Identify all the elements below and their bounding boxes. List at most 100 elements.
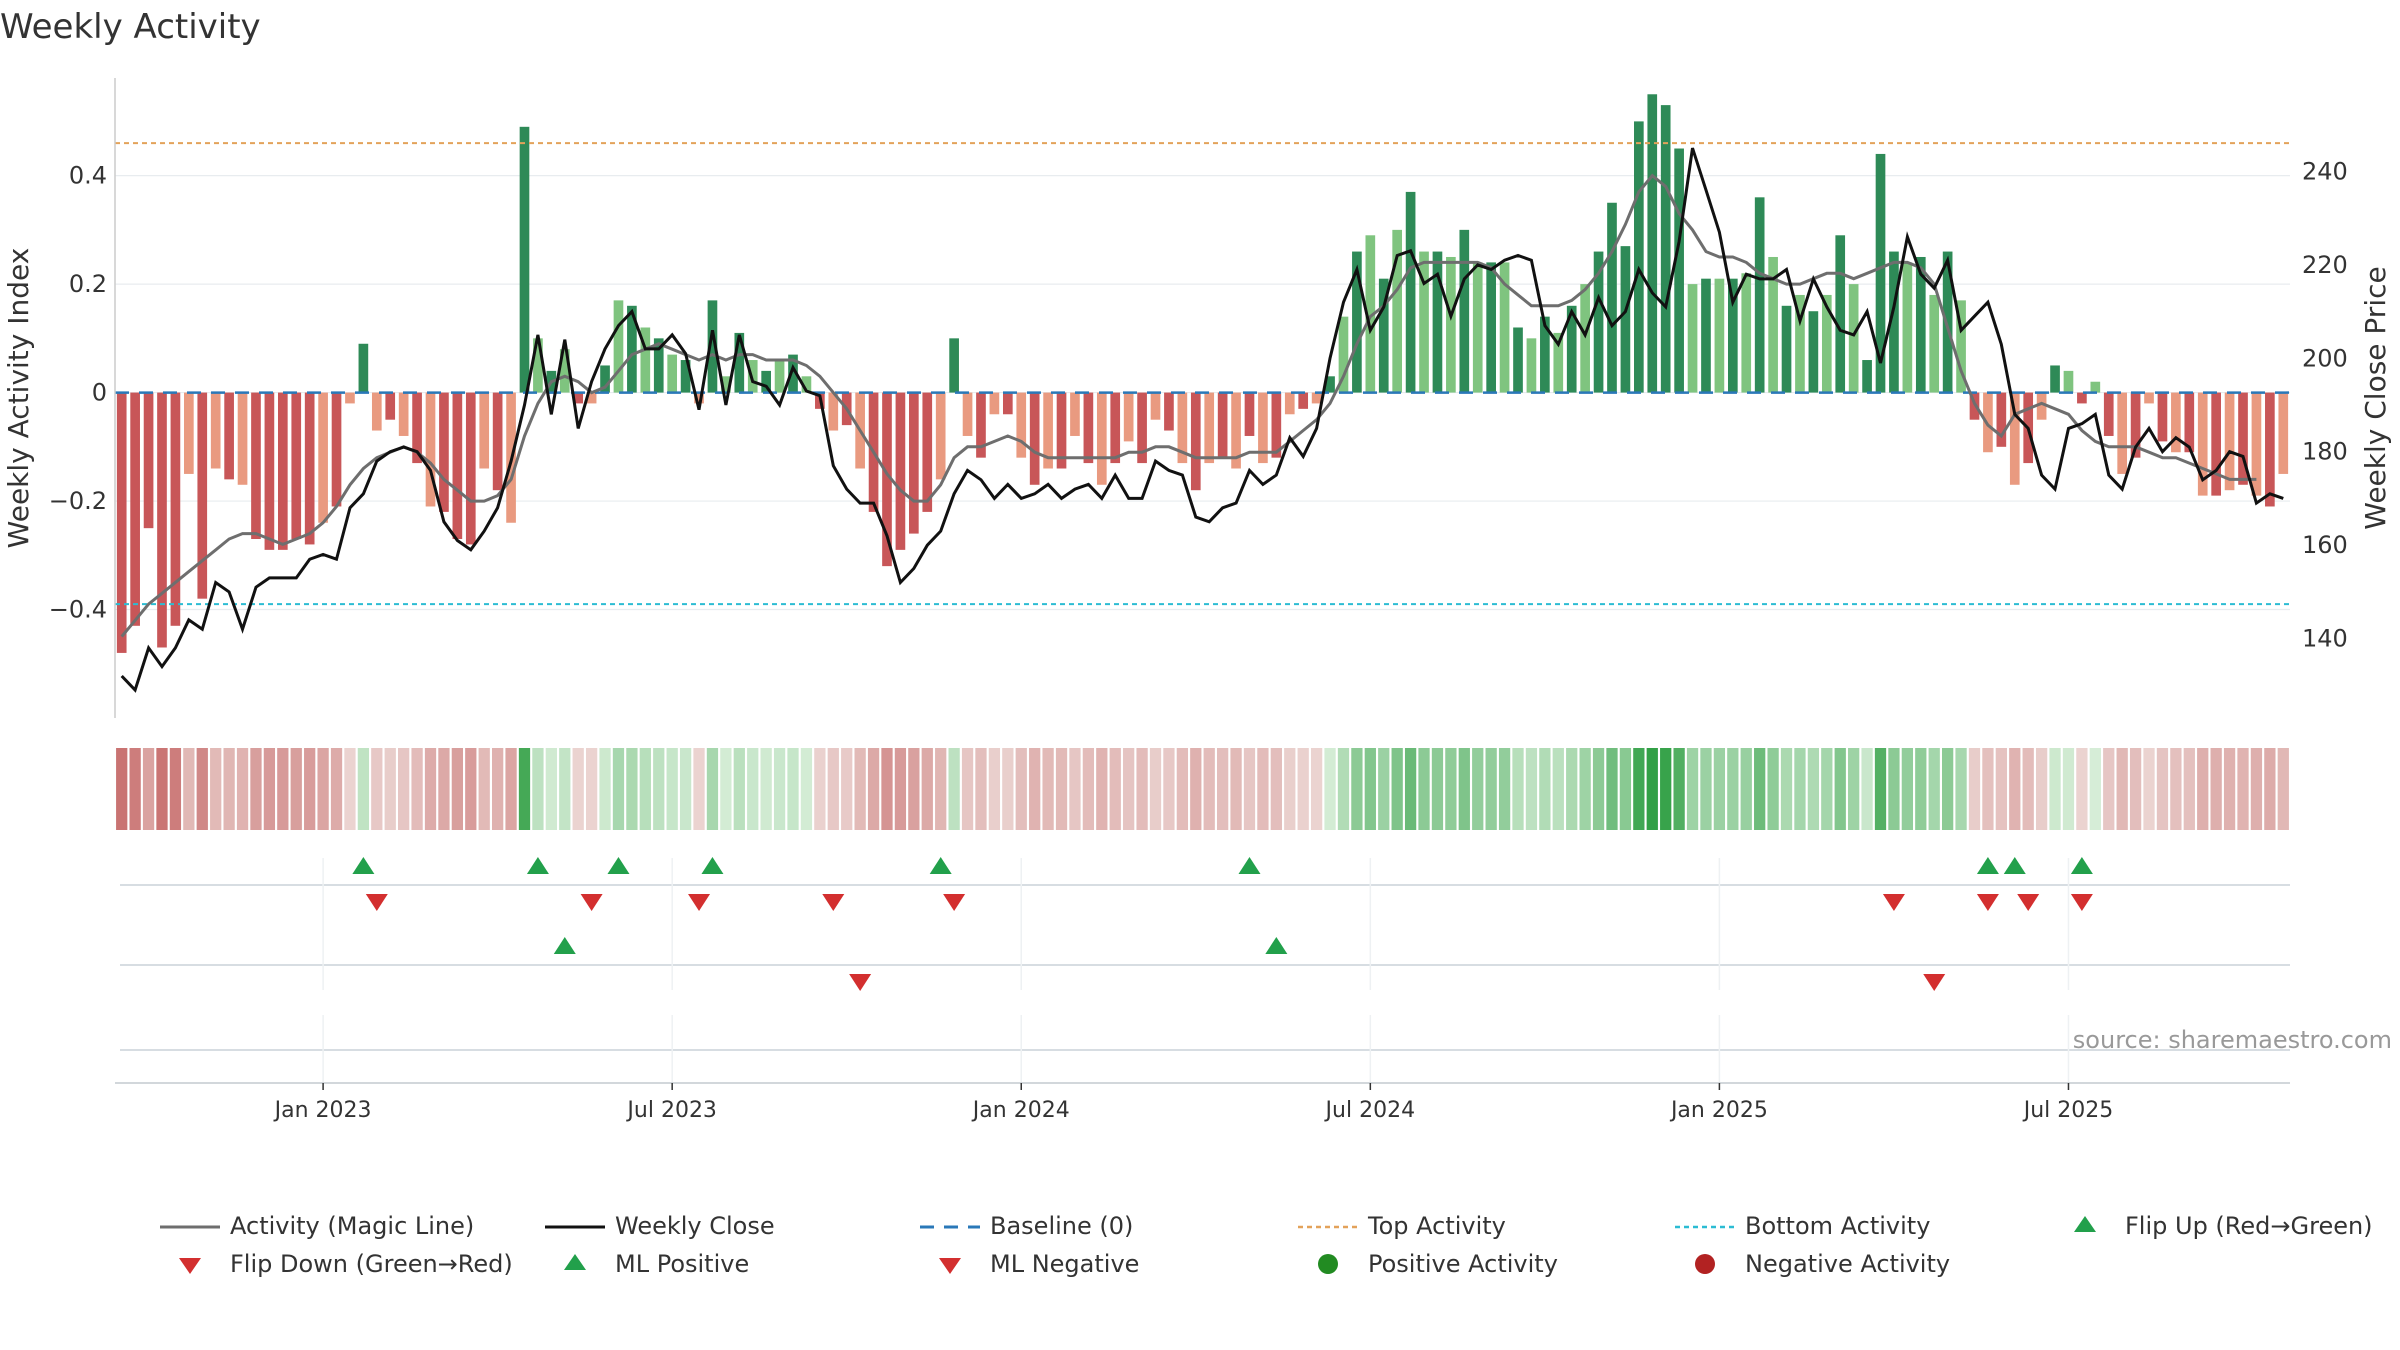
x-tick-label: Jan 2023 [273,1098,372,1123]
heat-cell [2129,748,2142,830]
activity-bar [707,300,718,393]
activity-bar [1727,278,1738,393]
heat-cell [1982,748,1994,830]
heat-cell [2143,748,2155,830]
activity-bar [600,365,610,393]
heat-cell [223,748,235,830]
heat-cell [438,748,450,830]
heat-cell [263,748,276,830]
activity-bar [170,392,181,626]
activity-bar [116,392,127,653]
heat-cell [1767,748,1779,830]
activity-bar [640,327,651,393]
x-tick-label: Jul 2025 [2022,1098,2114,1123]
heat-cell [129,748,141,830]
activity-bar [1915,256,1926,393]
heat-cell [1055,748,1068,830]
activity-bar [1392,229,1403,393]
activity-bar [1204,392,1215,464]
heat-cell [1928,748,1940,830]
flip-up-marker [607,857,630,874]
activity-bar [1889,251,1899,393]
heat-cell [1176,748,1188,830]
heat-cell [935,748,947,830]
activity-bar [935,392,946,480]
activity-bar [1110,392,1121,464]
heat-cell [666,748,678,830]
heat-cell [196,748,208,830]
activity-bar [1258,392,1268,464]
activity-bar [1164,392,1174,431]
activity-bar [761,370,771,393]
heat-cell [720,748,732,830]
activity-bar [1419,251,1429,393]
heat-cell [1955,748,1967,830]
activity-bar [465,392,476,545]
activity-bar [1096,392,1107,485]
heat-cell [1566,748,1578,830]
heat-cell [2116,748,2128,830]
activity-bar [439,392,449,512]
activity-bar [882,392,892,567]
activity-bar [1674,148,1684,393]
heat-cell [1337,748,1350,830]
activity-bar [2184,392,2195,453]
heat-cell [1539,748,1551,830]
heat-cell [585,748,598,830]
activity-bar [1875,153,1886,393]
activity-bar [318,392,328,523]
heat-cell [2103,748,2115,830]
activity-bar [653,338,664,393]
activity-bar [1352,251,1362,393]
x-tick-label: Jan 2024 [971,1098,1070,1123]
heat-cell [1002,748,1014,830]
heat-cell [921,748,933,830]
heat-cell [1874,748,1887,830]
heat-cell [451,748,463,830]
heat-cell [1633,748,1645,830]
activity-bar [1848,284,1859,393]
heat-cell [330,748,343,830]
activity-bar [627,305,637,393]
activity-bar [224,392,234,480]
activity-bar [1284,392,1295,415]
activity-bar [1499,262,1510,393]
activity-bar [1956,300,1966,393]
flip-up-marker [701,857,724,874]
heat-cell [1794,748,1806,830]
heat-cell [398,748,410,830]
heat-cell [1069,748,1081,830]
heat-cell [183,748,195,830]
heat-cell [773,748,786,830]
activity-bar [1580,284,1590,393]
heat-cell [1472,748,1484,830]
activity-bar [2063,370,2074,393]
heat-cell [814,748,826,830]
activity-bar [1325,376,1335,393]
activity-bar [425,392,436,507]
flip-down-marker [943,894,966,911]
activity-bar [1540,316,1550,393]
activity-bar [1177,392,1188,464]
heat-cell [1324,748,1336,830]
heat-cell [1378,748,1390,830]
activity-bar [1123,392,1134,442]
activity-bar [2251,392,2262,496]
activity-bar [398,392,409,436]
activity-bar [1446,256,1456,393]
signal-markers [120,857,2290,1090]
activity-bar [1634,121,1644,393]
activity-bar [1083,392,1094,464]
activity-bar [1217,392,1228,458]
heat-cell [478,748,490,830]
heat-cell [1888,748,1900,830]
heat-cell [1391,748,1403,830]
heat-cell [411,748,423,830]
heat-cell [2170,748,2182,830]
heat-cell [465,748,477,830]
heat-cell [1042,748,1054,830]
heat-cell [1310,748,1323,830]
x-axis: Jan 2023 Jul 2023 Jan 2024 Jul 2024 Jan 2025… [115,1082,2290,1123]
activity-bar [559,349,570,393]
heat-cell [1740,748,1752,830]
